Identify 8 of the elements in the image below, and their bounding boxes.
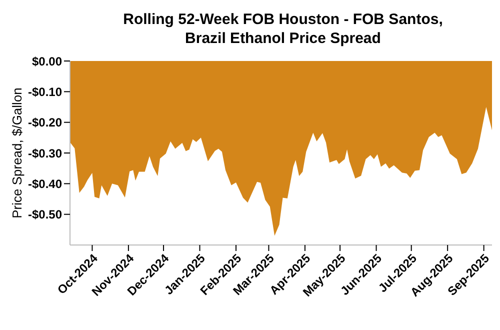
y-tick-label: -$0.30 [28,146,62,160]
y-tick-label: -$0.40 [28,176,62,191]
y-tick-label: -$0.20 [28,116,62,130]
y-tick-label: $0.00 [32,54,62,68]
chart-title: Rolling 52-Week FOB Houston - FOB Santos, Brazil Ethanol Price Spread [122,10,444,49]
y-tick-label: -$0.50 [28,208,62,222]
y-axis-title: Price Spread, $/Gallon [10,88,25,218]
y-tick-label: -$0.10 [28,84,62,99]
